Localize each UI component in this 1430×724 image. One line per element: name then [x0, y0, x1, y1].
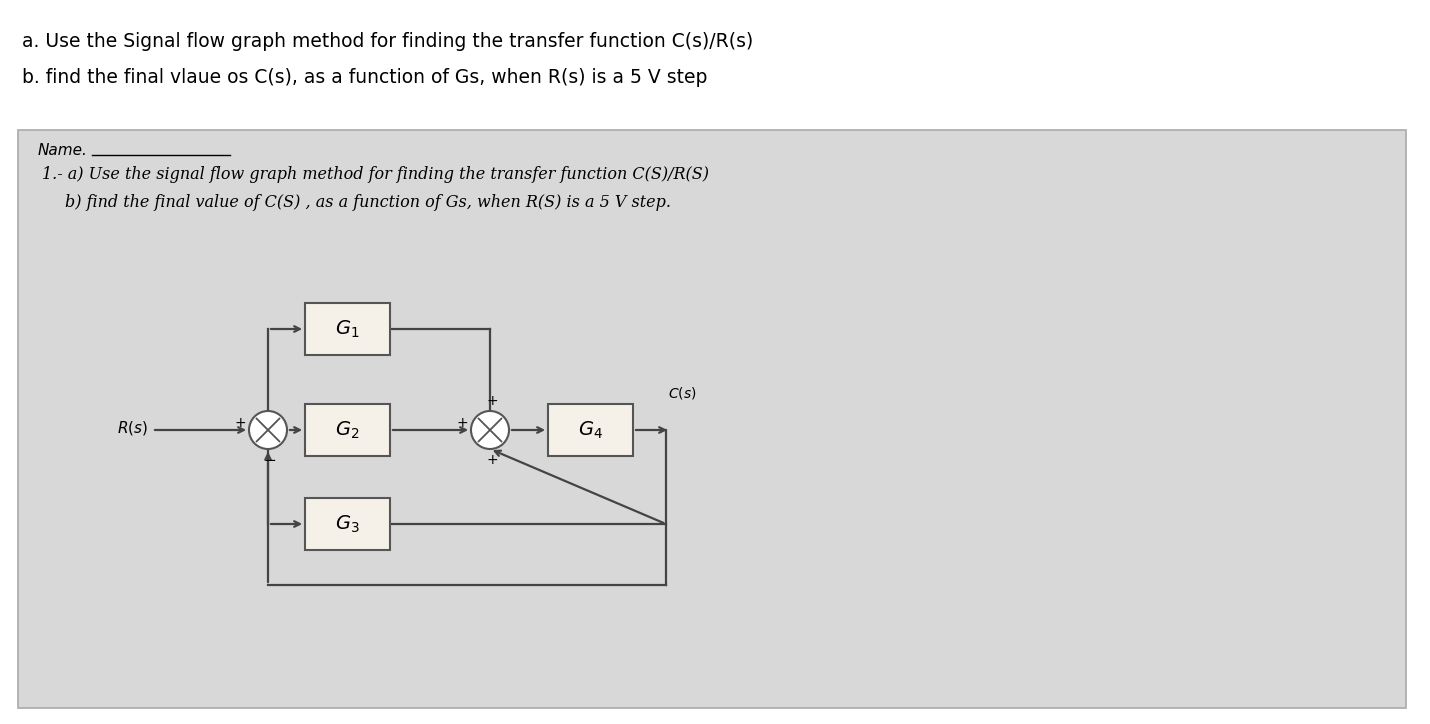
Bar: [305, 303, 390, 355]
Bar: [305, 404, 390, 456]
Text: $G_4$: $G_4$: [578, 419, 603, 441]
Text: +: +: [456, 416, 468, 430]
Text: +: +: [235, 416, 246, 430]
Text: $C(s)$: $C(s)$: [668, 385, 696, 401]
Text: $G_2$: $G_2$: [335, 419, 360, 441]
Bar: [548, 404, 633, 456]
Text: $G_3$: $G_3$: [335, 513, 360, 534]
Circle shape: [249, 411, 287, 449]
Text: b) find the final value of C(S) , as a function of Gs, when R(S) is a 5 V step.: b) find the final value of C(S) , as a f…: [64, 194, 671, 211]
Text: $G_1$: $G_1$: [335, 319, 360, 340]
Circle shape: [470, 411, 509, 449]
Text: $R(s)$: $R(s)$: [117, 419, 147, 437]
Text: −: −: [263, 453, 276, 468]
FancyBboxPatch shape: [19, 130, 1406, 708]
Text: 1.- a) Use the signal flow graph method for finding the transfer function C(S)/R: 1.- a) Use the signal flow graph method …: [41, 166, 709, 183]
Text: a. Use the Signal flow graph method for finding the transfer function C(s)/R(s): a. Use the Signal flow graph method for …: [21, 32, 754, 51]
Text: Name.: Name.: [39, 143, 87, 158]
Text: +: +: [486, 394, 498, 408]
Text: +: +: [486, 453, 498, 467]
Bar: [305, 498, 390, 550]
Text: b. find the final vlaue os C(s), as a function of Gs, when R(s) is a 5 V step: b. find the final vlaue os C(s), as a fu…: [21, 68, 708, 87]
